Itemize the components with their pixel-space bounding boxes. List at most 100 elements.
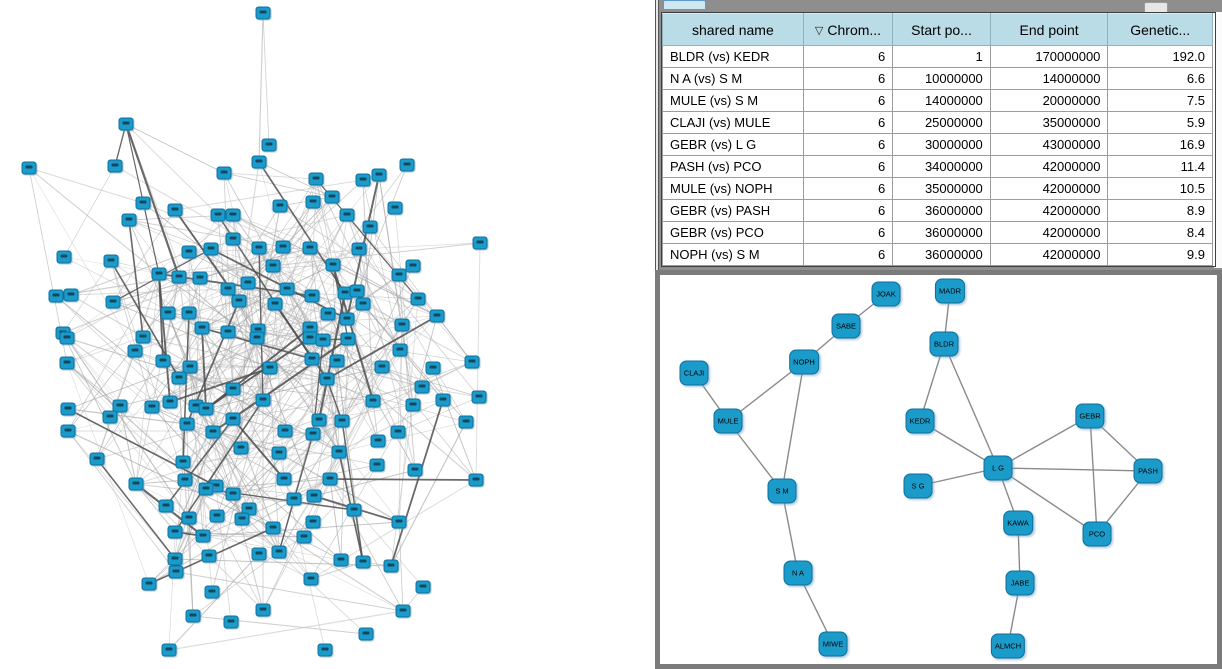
edge[interactable] <box>398 324 403 523</box>
edge[interactable] <box>283 324 403 480</box>
node[interactable] <box>195 529 211 543</box>
table-cell[interactable]: 6 <box>802 111 894 134</box>
edge[interactable] <box>217 214 334 266</box>
node-bldr[interactable]: BLDR <box>929 331 959 357</box>
edge[interactable] <box>66 362 111 418</box>
edge[interactable] <box>248 508 312 580</box>
node[interactable] <box>355 297 371 311</box>
edge[interactable] <box>310 386 423 580</box>
node[interactable] <box>334 414 350 428</box>
node[interactable] <box>435 393 451 407</box>
table-row[interactable]: CLAJI (vs) MULE 6 25000000 35000000 5.9 <box>662 111 1213 134</box>
edge[interactable] <box>184 430 286 481</box>
table-row[interactable]: MULE (vs) NOPH 6 35000000 42000000 10.5 <box>662 177 1213 200</box>
edge[interactable] <box>70 251 190 296</box>
table-cell[interactable]: 8.9 <box>1107 199 1213 222</box>
table-row[interactable]: PASH (vs) PCO 6 34000000 42000000 11.4 <box>662 155 1213 178</box>
edge[interactable] <box>125 123 219 216</box>
node[interactable] <box>161 643 177 657</box>
node-gebr[interactable]: GEBR <box>1075 403 1105 429</box>
edge[interactable] <box>151 406 285 480</box>
table-cell[interactable]: GEBR (vs) PASH <box>662 199 804 222</box>
edge[interactable] <box>232 420 343 495</box>
node[interactable] <box>60 424 76 438</box>
edge[interactable] <box>341 265 414 422</box>
edge[interactable] <box>66 337 190 519</box>
node[interactable] <box>391 268 407 282</box>
node[interactable] <box>349 284 365 298</box>
table-cell[interactable]: 6 <box>802 45 894 68</box>
table-row[interactable]: BLDR (vs) KEDR 6 1 170000000 192.0 <box>662 45 1213 68</box>
edge[interactable] <box>195 201 314 407</box>
node[interactable] <box>340 332 356 346</box>
edge[interactable] <box>66 362 121 407</box>
node[interactable] <box>240 276 256 290</box>
table-cell[interactable]: 14000000 <box>892 89 991 112</box>
table-cell[interactable]: GEBR (vs) PCO <box>662 221 804 244</box>
edge[interactable] <box>223 172 317 180</box>
table-cell[interactable]: 192.0 <box>1107 45 1213 68</box>
edge[interactable] <box>67 430 176 560</box>
node-mule[interactable]: MULE <box>713 408 743 434</box>
edge[interactable] <box>398 274 416 471</box>
edge[interactable] <box>258 12 264 163</box>
node[interactable] <box>333 553 349 567</box>
edge[interactable] <box>188 251 249 284</box>
edge[interactable] <box>390 421 467 567</box>
node[interactable] <box>262 361 278 375</box>
node-kedr[interactable]: KEDR <box>905 408 935 434</box>
node[interactable] <box>351 242 367 256</box>
table-cell[interactable]: MULE (vs) NOPH <box>662 177 804 200</box>
edge[interactable] <box>188 312 295 500</box>
column-header-genetic[interactable]: Genetic... <box>1107 13 1213 46</box>
node[interactable] <box>415 580 431 594</box>
edge[interactable] <box>278 452 326 651</box>
table-cell[interactable]: 42000000 <box>989 155 1109 178</box>
node[interactable] <box>160 306 176 320</box>
node[interactable] <box>158 499 174 513</box>
node[interactable] <box>203 242 219 256</box>
node[interactable] <box>394 318 410 332</box>
edge[interactable] <box>278 452 400 523</box>
edge[interactable] <box>67 430 177 573</box>
edge[interactable] <box>124 123 181 278</box>
table-cell[interactable]: 34000000 <box>892 155 991 178</box>
node[interactable] <box>429 309 445 323</box>
node-almch[interactable]: ALMCH <box>990 633 1026 659</box>
edge[interactable] <box>165 418 234 507</box>
edge[interactable] <box>329 478 424 588</box>
edge[interactable] <box>258 161 333 198</box>
node[interactable] <box>102 410 118 424</box>
node[interactable] <box>220 282 236 296</box>
edge[interactable] <box>66 337 188 425</box>
node[interactable] <box>182 360 198 374</box>
table-cell[interactable]: GEBR (vs) L G <box>662 133 804 156</box>
edge[interactable] <box>362 179 374 402</box>
node[interactable] <box>105 295 121 309</box>
node[interactable] <box>370 434 386 448</box>
node[interactable] <box>216 166 232 180</box>
table-cell[interactable]: 42000000 <box>989 221 1109 244</box>
node[interactable] <box>121 213 137 227</box>
node[interactable] <box>210 208 226 222</box>
node[interactable] <box>399 158 415 172</box>
node[interactable] <box>414 380 430 394</box>
edge[interactable] <box>262 12 270 146</box>
edge[interactable] <box>272 242 481 267</box>
node[interactable] <box>220 325 236 339</box>
edge-bldr-kedr[interactable] <box>919 343 945 422</box>
node[interactable] <box>223 615 239 629</box>
edge[interactable] <box>283 399 444 480</box>
table-cell[interactable]: NOPH (vs) S M <box>662 243 804 266</box>
edge[interactable] <box>329 478 342 561</box>
table-row[interactable]: NOPH (vs) S M 6 36000000 42000000 9.9 <box>662 243 1213 266</box>
node[interactable] <box>185 609 201 623</box>
table-cell[interactable]: 10.5 <box>1107 177 1213 200</box>
edge[interactable] <box>205 366 383 410</box>
edge[interactable] <box>347 315 438 340</box>
node[interactable] <box>56 250 72 264</box>
node[interactable] <box>103 254 119 268</box>
edge[interactable] <box>202 478 331 537</box>
filter-funnel-icon[interactable]: ▽ <box>814 24 824 37</box>
node[interactable] <box>468 473 484 487</box>
